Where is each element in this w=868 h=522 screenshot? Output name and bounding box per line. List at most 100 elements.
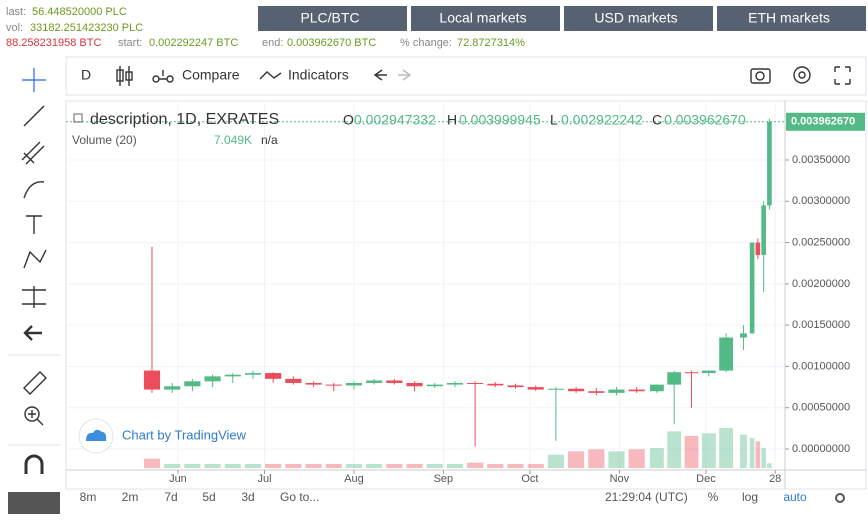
collapse-icon[interactable] bbox=[73, 113, 83, 123]
menu-button[interactable] bbox=[411, 6, 560, 31]
value: 88.258231958 BTC bbox=[6, 37, 101, 49]
candle-body bbox=[487, 383, 504, 386]
menu-button[interactable] bbox=[258, 6, 407, 31]
volume-bar bbox=[684, 436, 699, 468]
volume-value: 7.049K bbox=[214, 133, 252, 147]
menu-label[interactable]: Local markets bbox=[439, 10, 526, 26]
volume-bar bbox=[164, 464, 181, 468]
brush-tool[interactable] bbox=[23, 181, 45, 199]
candle-body bbox=[568, 388, 585, 392]
volume-bar bbox=[366, 464, 383, 468]
volume-title: Volume (20) bbox=[72, 133, 137, 147]
y-tick-label: 0.00350000 bbox=[792, 154, 850, 166]
candle-body bbox=[204, 376, 221, 382]
pattern-tool[interactable] bbox=[23, 249, 47, 269]
candle-body bbox=[761, 205, 766, 255]
trendline-tool[interactable] bbox=[23, 105, 45, 127]
screenshot-icon[interactable] bbox=[750, 68, 771, 84]
range-button[interactable]: 2m bbox=[122, 490, 139, 504]
menu-button[interactable] bbox=[564, 6, 713, 31]
menu-label[interactable]: PLC/BTC bbox=[300, 10, 359, 26]
candle-body bbox=[244, 373, 262, 375]
x-tick-label: Aug bbox=[344, 473, 364, 485]
candle-body bbox=[285, 378, 302, 383]
candle-body bbox=[684, 372, 699, 374]
last-price-label: 0.003962670 bbox=[791, 116, 855, 128]
range-button[interactable]: 8m bbox=[80, 490, 97, 504]
x-tick-label: 28 bbox=[769, 473, 781, 485]
measure-tool[interactable] bbox=[23, 371, 47, 395]
prediction-tool[interactable] bbox=[22, 286, 46, 308]
volume-bar bbox=[406, 464, 423, 468]
crosshair-tool[interactable] bbox=[22, 68, 46, 92]
range-button[interactable]: 3d bbox=[241, 490, 254, 504]
redo[interactable] bbox=[398, 69, 412, 81]
back-tool[interactable] bbox=[23, 325, 42, 341]
volume-bar bbox=[749, 438, 755, 468]
fib-tool[interactable] bbox=[21, 141, 45, 165]
legend: description, 1D, EXRATES O 0.002947332 H… bbox=[72, 111, 746, 147]
c-value: 0.003962670 bbox=[664, 112, 746, 128]
indicators-button[interactable]: Indicators bbox=[288, 67, 349, 83]
label: end: bbox=[262, 37, 283, 49]
percent-button[interactable]: % bbox=[708, 490, 719, 504]
candle-body bbox=[739, 333, 747, 338]
candle-icon[interactable] bbox=[116, 66, 133, 86]
volume-bar bbox=[285, 464, 302, 468]
volume-bar bbox=[325, 464, 342, 468]
volume-bar bbox=[143, 458, 161, 468]
drawing-toolbar bbox=[8, 68, 60, 514]
text-tool[interactable] bbox=[26, 215, 42, 234]
auto-button[interactable]: auto bbox=[783, 490, 807, 504]
l-label: L bbox=[550, 112, 558, 128]
candle-body bbox=[667, 372, 682, 385]
volume-bar bbox=[184, 464, 201, 468]
undo[interactable] bbox=[373, 69, 387, 81]
settings-button[interactable] bbox=[835, 493, 845, 503]
volume-bar bbox=[507, 464, 524, 468]
candle-body bbox=[749, 242, 755, 334]
interval-button[interactable]: D bbox=[81, 67, 91, 83]
compare-button[interactable]: Compare bbox=[182, 67, 240, 83]
magnet-tool[interactable] bbox=[24, 454, 44, 474]
candle-body bbox=[527, 387, 544, 390]
h-label: H bbox=[447, 112, 457, 128]
branding[interactable]: Chart by TradingView bbox=[78, 418, 247, 454]
menu-button[interactable] bbox=[717, 6, 866, 31]
menu-label[interactable]: USD markets bbox=[594, 10, 677, 26]
zoom-tool[interactable] bbox=[24, 406, 44, 426]
log-button[interactable]: log bbox=[742, 490, 758, 504]
volume-bar bbox=[608, 451, 625, 468]
header: last: 56.448520000 PLC vol: 33182.251423… bbox=[6, 6, 525, 49]
lock-tool[interactable] bbox=[8, 492, 60, 514]
candle-body bbox=[325, 384, 342, 386]
indicators-icon[interactable] bbox=[259, 71, 282, 80]
x-tick-label: Jun bbox=[169, 473, 187, 485]
x-tick-label: Oct bbox=[521, 473, 538, 485]
x-tick-label: Nov bbox=[610, 473, 630, 485]
range-button[interactable]: 5d bbox=[202, 490, 215, 504]
volume-bar bbox=[305, 464, 322, 468]
o-value: 0.002947332 bbox=[354, 112, 436, 128]
x-tick-label: Sep bbox=[434, 473, 454, 485]
volume-bar bbox=[204, 464, 221, 468]
candle-body bbox=[406, 382, 423, 387]
plot: 0.00000000 0.00050000 0.00100000 0.00150000… bbox=[66, 103, 865, 485]
c-label: C bbox=[652, 112, 662, 128]
y-tick-label: 0.00100000 bbox=[792, 360, 850, 372]
settings-icon[interactable] bbox=[793, 66, 811, 84]
candle-body bbox=[366, 380, 383, 383]
candle-body bbox=[719, 337, 734, 371]
fullscreen-icon[interactable] bbox=[834, 66, 851, 85]
candle-body bbox=[701, 370, 716, 374]
goto-button[interactable]: Go to... bbox=[280, 490, 319, 504]
compare-icon[interactable] bbox=[152, 70, 174, 83]
candle-body bbox=[628, 389, 645, 392]
volume-bar bbox=[244, 464, 262, 468]
range-button[interactable]: 7d bbox=[164, 490, 177, 504]
branding-text[interactable]: Chart by TradingView bbox=[122, 427, 247, 442]
menu-label[interactable]: ETH markets bbox=[748, 10, 830, 26]
bottom-bar: 8m 2m 7d 5d 3d Go to... 21:29:04 (UTC)% log auto bbox=[66, 488, 866, 504]
candle-body bbox=[426, 384, 443, 387]
